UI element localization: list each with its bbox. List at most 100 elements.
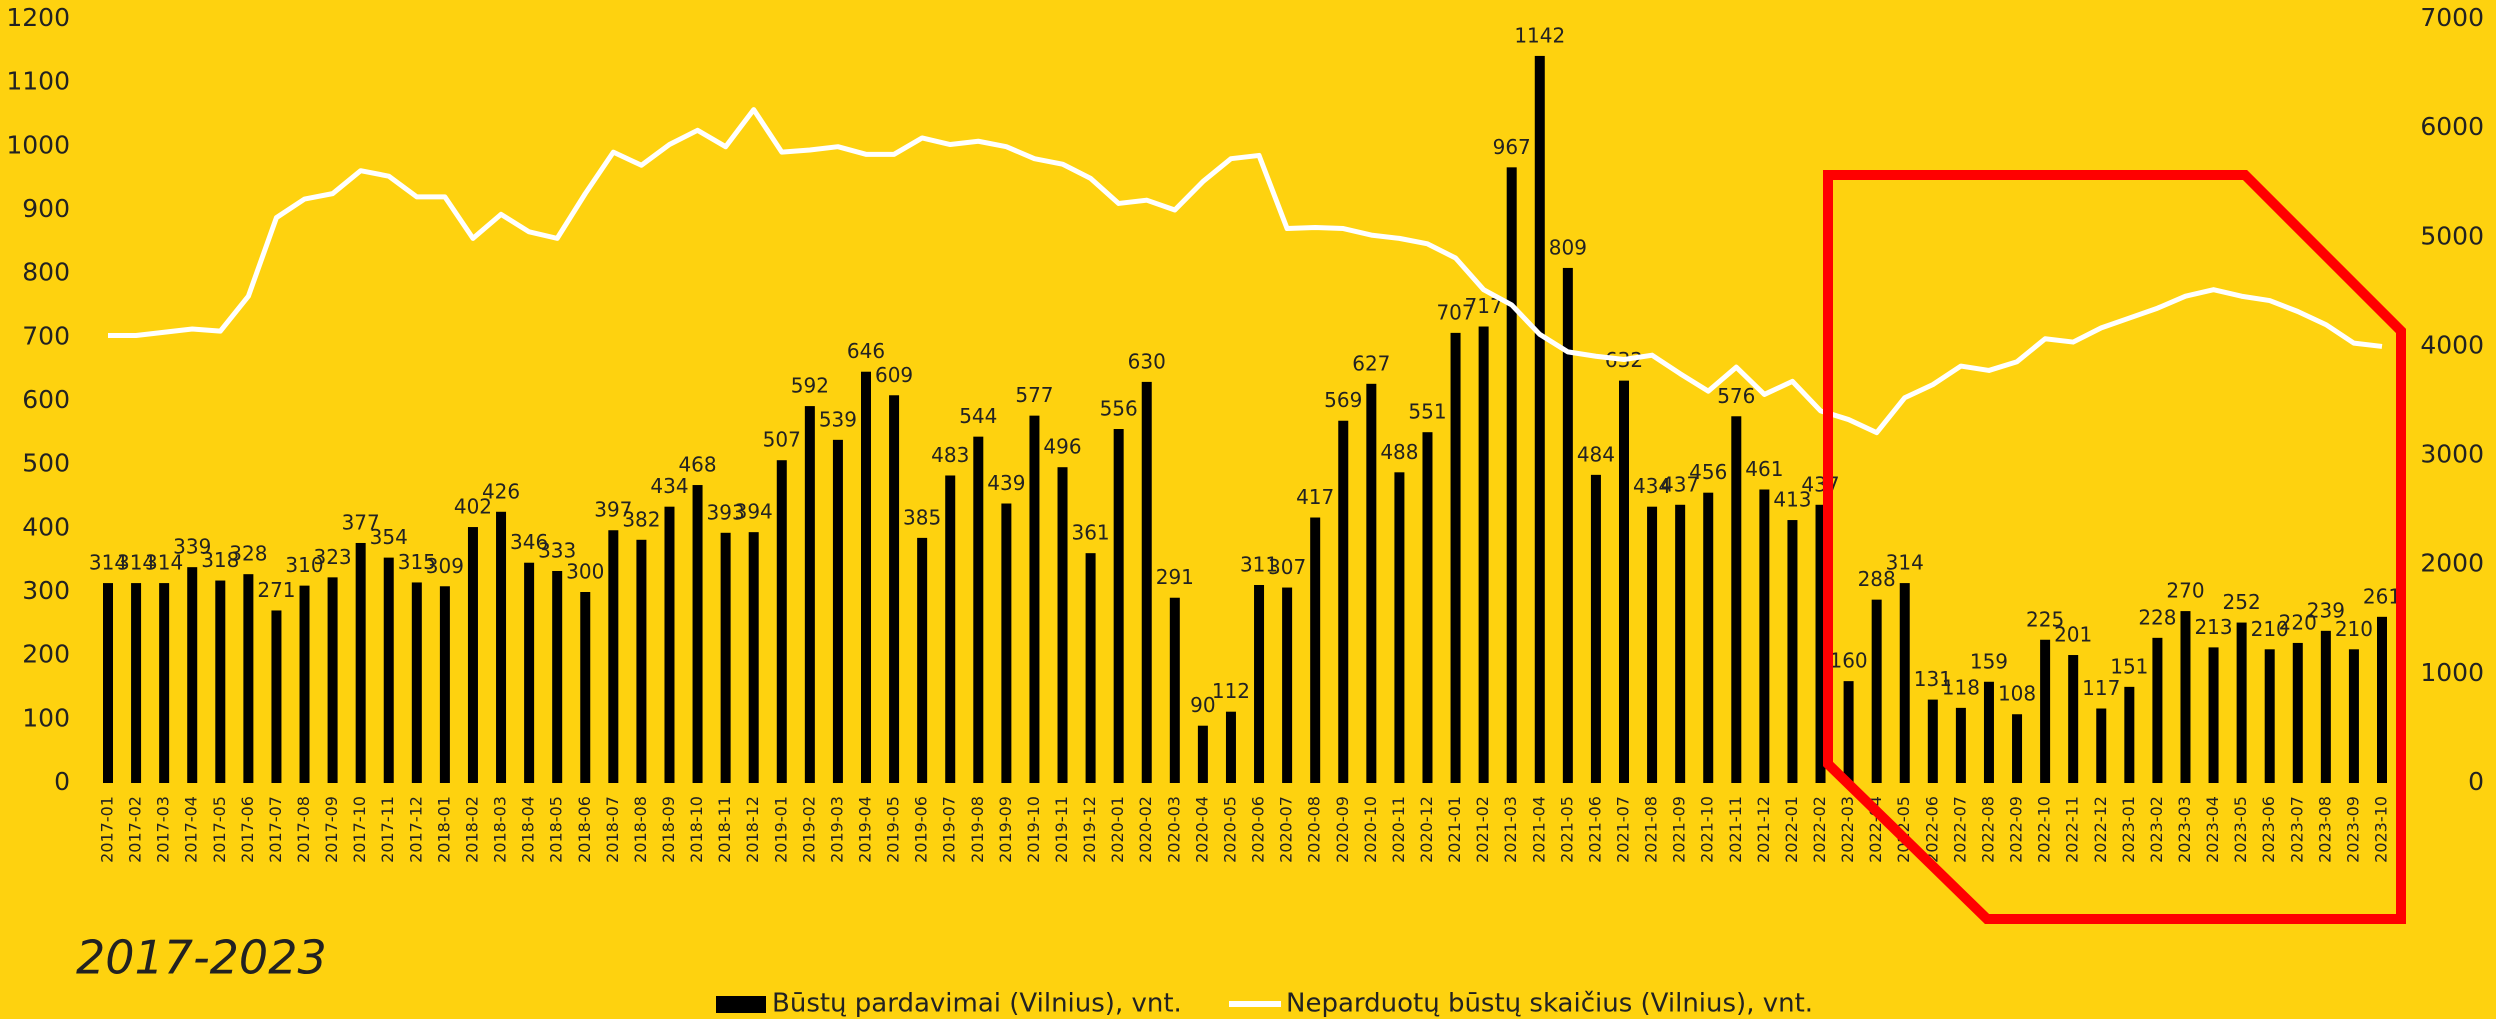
bar-value-label: 385 bbox=[903, 505, 941, 529]
bar-value-label: 627 bbox=[1352, 351, 1390, 375]
bar bbox=[467, 527, 478, 783]
bar bbox=[2096, 708, 2107, 783]
bar-value-label: 417 bbox=[1296, 485, 1334, 509]
x-tick-label: 2019-10 bbox=[1024, 796, 1043, 863]
bar-value-label: 461 bbox=[1745, 457, 1783, 481]
x-tick-label: 2021-05 bbox=[1557, 796, 1576, 863]
bar-value-label: 339 bbox=[173, 535, 211, 559]
bar bbox=[2124, 686, 2135, 783]
y-tick-label: 600 bbox=[22, 385, 70, 414]
bar bbox=[1113, 429, 1124, 783]
x-tick-label: 2023-10 bbox=[2372, 796, 2391, 863]
bar-value-label: 314 bbox=[117, 551, 155, 575]
bar bbox=[636, 539, 647, 783]
bar bbox=[1254, 584, 1265, 783]
bar bbox=[2152, 637, 2163, 783]
x-tick-label: 2022-06 bbox=[1922, 796, 1941, 863]
x-tick-label: 2020-08 bbox=[1305, 796, 1324, 863]
bar-value-label: 809 bbox=[1549, 235, 1587, 259]
x-tick-label: 2017-11 bbox=[378, 796, 397, 863]
chart-title: 2017-2023 bbox=[76, 931, 327, 985]
x-tick-label: 2020-05 bbox=[1220, 796, 1239, 863]
y-tick-label: 500 bbox=[22, 449, 70, 478]
bar bbox=[411, 582, 422, 783]
bar-value-label: 967 bbox=[1493, 135, 1531, 159]
bar bbox=[1619, 380, 1629, 783]
bar-value-label: 592 bbox=[791, 374, 829, 398]
bar-value-label: 393 bbox=[707, 500, 745, 524]
bar-value-label: 213 bbox=[2194, 615, 2232, 639]
x-tick-label: 2018-04 bbox=[519, 796, 538, 863]
bar-value-label: 630 bbox=[1128, 349, 1166, 373]
bar bbox=[1450, 332, 1461, 783]
bar-value-label: 456 bbox=[1689, 460, 1727, 484]
y-tick-label: 800 bbox=[22, 258, 70, 287]
bar-value-label: 426 bbox=[482, 479, 520, 503]
bar bbox=[580, 592, 591, 783]
bar bbox=[1057, 467, 1068, 783]
x-tick-label: 2021-06 bbox=[1585, 796, 1604, 863]
x-tick-label: 2018-07 bbox=[603, 796, 622, 863]
bar-value-label: 394 bbox=[735, 500, 773, 524]
bar-value-label: 300 bbox=[566, 560, 604, 584]
x-tick-label: 2018-05 bbox=[547, 796, 566, 863]
bar-value-label: 210 bbox=[2335, 617, 2373, 641]
y-tick-label: 100 bbox=[22, 703, 70, 732]
y2-tick-label: 2000 bbox=[2420, 549, 2484, 578]
bar bbox=[1506, 167, 1517, 784]
bar bbox=[889, 395, 900, 783]
bar-value-label: 160 bbox=[1829, 649, 1867, 673]
bar-value-label: 159 bbox=[1970, 649, 2008, 673]
bar-value-label: 309 bbox=[426, 554, 464, 578]
bar bbox=[1703, 492, 1714, 783]
x-tick-label: 2023-01 bbox=[2119, 796, 2138, 863]
bar bbox=[2180, 611, 2191, 783]
y-tick-label: 1000 bbox=[6, 130, 70, 159]
bar bbox=[1787, 520, 1798, 783]
bar-value-label: 239 bbox=[2307, 598, 2345, 622]
bar bbox=[1478, 326, 1489, 783]
bar bbox=[2348, 649, 2359, 783]
bar-value-label: 551 bbox=[1408, 400, 1446, 424]
bar bbox=[1983, 681, 1994, 783]
bar bbox=[2012, 714, 2023, 783]
bar-value-label: 413 bbox=[1773, 488, 1811, 512]
x-tick-label: 2019-03 bbox=[827, 796, 846, 863]
y-tick-label: 300 bbox=[22, 576, 70, 605]
x-tick-label: 2019-12 bbox=[1080, 796, 1099, 863]
y-tick-label: 700 bbox=[22, 321, 70, 350]
bar bbox=[861, 371, 871, 783]
x-tick-label: 2021-07 bbox=[1614, 796, 1633, 863]
x-tick-label: 2021-04 bbox=[1529, 796, 1548, 863]
bar-value-label: 434 bbox=[1633, 474, 1671, 498]
x-tick-label: 2018-10 bbox=[687, 796, 706, 863]
x-tick-label: 2020-04 bbox=[1192, 796, 1211, 863]
bar-value-label: 437 bbox=[1661, 472, 1699, 496]
bar bbox=[2292, 642, 2303, 783]
bar bbox=[973, 436, 984, 783]
x-tick-label: 2022-08 bbox=[1978, 796, 1997, 863]
bar bbox=[299, 585, 310, 783]
x-tick-label: 2019-11 bbox=[1052, 796, 1071, 863]
bar-value-label: 220 bbox=[2279, 610, 2317, 634]
x-tick-label: 2023-04 bbox=[2203, 796, 2222, 863]
x-tick-label: 2017-06 bbox=[238, 796, 257, 863]
bar bbox=[664, 506, 675, 783]
bar bbox=[2377, 616, 2387, 783]
bar bbox=[2208, 647, 2219, 783]
bar-value-label: 117 bbox=[2082, 676, 2120, 700]
x-tick-label: 2017-04 bbox=[182, 796, 201, 863]
x-tick-label: 2019-02 bbox=[799, 796, 818, 863]
bar-value-label: 434 bbox=[650, 474, 688, 498]
bar bbox=[2236, 622, 2247, 783]
x-tick-label: 2022-09 bbox=[2007, 796, 2026, 863]
bar bbox=[1310, 517, 1321, 783]
bar-value-label: 252 bbox=[2223, 590, 2261, 614]
bar-value-label: 314 bbox=[89, 551, 127, 575]
y2-tick-label: 3000 bbox=[2420, 440, 2484, 469]
x-tick-label: 2020-10 bbox=[1361, 796, 1380, 863]
bar-value-label: 483 bbox=[931, 443, 969, 467]
bar bbox=[439, 586, 450, 783]
bar bbox=[2264, 649, 2275, 783]
